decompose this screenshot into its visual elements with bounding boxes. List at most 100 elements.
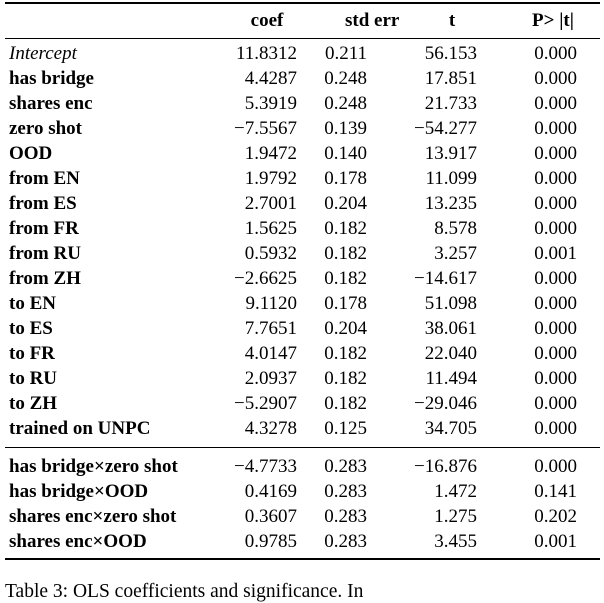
row-label: to ES [9,318,53,339]
value-cell: 1.9792 [244,168,297,189]
value-cell: 0.000 [534,343,577,364]
row-label: to ZH [9,393,58,414]
value-cell: 3.455 [434,531,477,552]
value-cell: 0.283 [324,531,367,552]
value-cell: 0.182 [324,268,367,289]
row-label: from ZH [9,268,81,289]
value-cell: 0.125 [324,418,367,439]
row-label: Intercept [9,43,77,64]
value-cell: 1.5625 [244,218,297,239]
value-cell: 11.8312 [235,43,297,64]
table-row: to FR 4.0147 0.182 22.040 0.000 [5,341,600,366]
value-cell: 0.000 [534,393,577,414]
table-row: to RU 2.0937 0.182 11.494 0.000 [5,366,600,391]
value-cell: 0.3607 [244,506,297,527]
col-header-std-err: std err [307,3,399,39]
table-row: Intercept 11.8312 0.211 56.153 0.000 [5,39,600,67]
table-row: has bridge×zero shot −4.7733 0.283 −16.876 0… [5,448,600,480]
corner-cell [5,3,216,39]
table-row: to ES 7.7651 0.204 38.061 0.000 [5,316,600,341]
table-row: shares enc 5.3919 0.248 21.733 0.000 [5,91,600,116]
table-row: shares enc×zero shot 0.3607 0.283 1.275 0.20… [5,504,600,529]
col-header-coef: coef [216,3,307,39]
value-cell: 1.275 [434,506,477,527]
value-cell: 0.000 [534,368,577,389]
value-cell: 5.3919 [244,93,297,114]
value-cell: −2.6625 [234,268,297,289]
value-cell: 0.001 [534,243,577,264]
value-cell: 0.140 [324,143,367,164]
row-label: to EN [9,293,56,314]
value-cell: 21.733 [424,93,477,114]
value-cell: 4.4287 [244,68,297,89]
value-cell: 2.0937 [244,368,297,389]
table-row: trained on UNPC 4.3278 0.125 34.705 0.000 [5,416,600,448]
table-row: zero shot −7.5567 0.139 −54.277 0.000 [5,116,600,141]
value-cell: −54.277 [414,118,477,139]
value-cell: 0.182 [324,243,367,264]
value-cell: 0.283 [324,456,367,477]
row-label: zero shot [9,118,82,139]
value-cell: 13.917 [424,143,477,164]
value-cell: 0.202 [534,506,577,527]
value-cell: 9.1120 [245,293,297,314]
value-cell: 0.182 [324,368,367,389]
value-cell: −14.617 [414,268,477,289]
row-label: has bridge [9,68,94,89]
table-row: has bridge×OOD 0.4169 0.283 1.472 0.141 [5,479,600,504]
row-label: shares enc×zero shot [9,506,177,527]
value-cell: 0.182 [324,393,367,414]
row-label: from RU [9,243,81,264]
value-cell: −7.5567 [234,118,297,139]
table-row: has bridge 4.4287 0.248 17.851 0.000 [5,66,600,91]
row-label: shares enc×OOD [9,531,147,552]
table-row: to EN 9.1120 0.178 51.098 0.000 [5,291,600,316]
value-cell: 0.139 [324,118,367,139]
table-row: from ZH −2.6625 0.182 −14.617 0.000 [5,266,600,291]
value-cell: 0.5932 [244,243,297,264]
table-body-interactions: has bridge×zero shot −4.7733 0.283 −16.876 0… [5,447,600,559]
value-cell: 0.000 [534,93,577,114]
value-cell: 0.001 [534,531,577,552]
table-row: from FR 1.5625 0.182 8.578 0.000 [5,216,600,241]
value-cell: 0.000 [534,218,577,239]
ols-coefficients-table: coef std err t P> |t| Intercept 11.8312 0.… [5,2,600,560]
value-cell: 1.9472 [244,143,297,164]
row-label: has bridge×OOD [9,481,149,502]
value-cell: 4.0147 [244,343,297,364]
table-row: from RU 0.5932 0.182 3.257 0.001 [5,241,600,266]
value-cell: 22.040 [424,343,477,364]
value-cell: −16.876 [414,456,477,477]
table-row: to ZH −5.2907 0.182 −29.046 0.000 [5,391,600,416]
value-cell: 0.000 [534,193,577,214]
value-cell: 4.3278 [244,418,297,439]
row-label: shares enc [9,93,93,114]
value-cell: 0.000 [534,268,577,289]
row-label: to RU [9,368,58,389]
col-header-p-value: P> |t| [487,3,600,39]
value-cell: 11.099 [425,168,477,189]
value-cell: 0.4169 [244,481,297,502]
value-cell: −5.2907 [234,393,297,414]
table-row: from ES 2.7001 0.204 13.235 0.000 [5,191,600,216]
row-label: trained on UNPC [9,418,151,439]
table-row: OOD 1.9472 0.140 13.917 0.000 [5,141,600,166]
value-cell: 13.235 [424,193,477,214]
value-cell: 0.182 [324,343,367,364]
value-cell: 0.9785 [244,531,297,552]
value-cell: 38.061 [424,318,477,339]
value-cell: 0.211 [324,43,367,64]
value-cell: 0.000 [534,456,577,477]
row-label: has bridge×zero shot [9,456,178,477]
value-cell: 7.7651 [244,318,297,339]
value-cell: 0.182 [324,218,367,239]
header-row: coef std err t P> |t| [5,3,600,39]
row-label: OOD [9,143,53,164]
value-cell: 8.578 [434,218,477,239]
value-cell: 0.000 [534,143,577,164]
value-cell: 0.000 [534,418,577,439]
value-cell: 1.472 [434,481,477,502]
value-cell: 2.7001 [244,193,297,214]
value-cell: 0.283 [324,481,367,502]
value-cell: 17.851 [424,68,477,89]
